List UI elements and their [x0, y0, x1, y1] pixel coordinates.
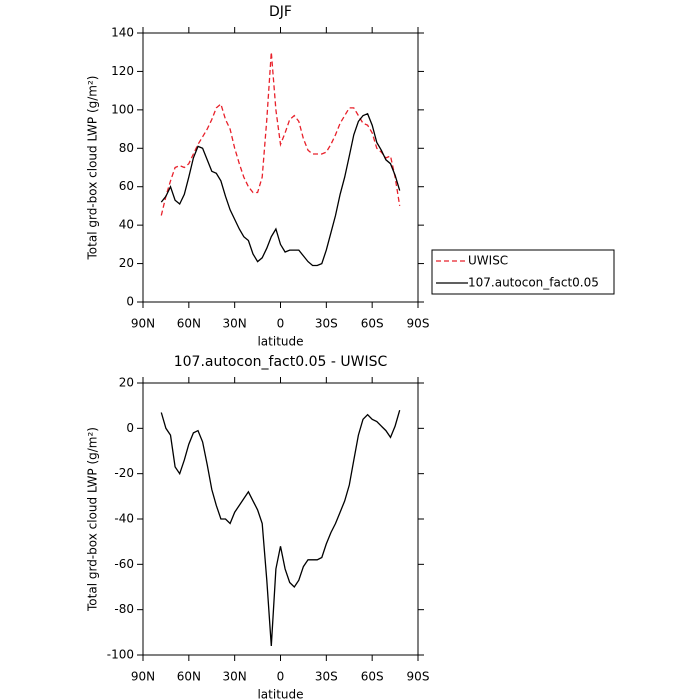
x-tick-label: 90S: [407, 317, 430, 331]
x-tick-label: 30N: [223, 317, 247, 331]
data-line: [160, 112, 401, 267]
x-tick-label: 0: [277, 317, 285, 331]
chart-title: DJF: [269, 4, 292, 20]
x-tick-label: 60S: [361, 317, 384, 331]
y-tick-label: 120: [111, 64, 134, 78]
y-tick-label: -20: [114, 466, 134, 480]
legend-label: 107.autocon_fact0.05: [468, 276, 599, 290]
y-tick-label: 20: [119, 256, 134, 270]
x-axis-label: latitude: [257, 688, 303, 700]
x-tick-label: 90S: [407, 670, 430, 684]
y-tick-label: -40: [114, 512, 134, 526]
x-axis-label: latitude: [257, 335, 303, 349]
x-tick-label: 90N: [131, 317, 155, 331]
y-tick-label: 60: [119, 179, 134, 193]
chart-title: 107.autocon_fact0.05 - UWISC: [174, 354, 388, 370]
legend-label: UWISC: [468, 254, 508, 268]
y-tick-label: -100: [107, 648, 134, 662]
plot-frame: [142, 32, 419, 303]
y-tick-label: -60: [114, 557, 134, 571]
x-tick-label: 0: [277, 670, 285, 684]
y-tick-label: 140: [111, 26, 134, 40]
x-tick-label: 30S: [315, 670, 338, 684]
y-tick-label: 80: [119, 141, 134, 155]
x-tick-label: 60N: [177, 670, 201, 684]
y-tick-label: 100: [111, 102, 134, 116]
data-line: [160, 52, 401, 216]
y-axis-label: Total grd-box cloud LWP (g/m²): [86, 427, 100, 612]
y-tick-label: 20: [119, 376, 134, 390]
x-tick-label: 30N: [223, 670, 247, 684]
y-tick-label: 40: [119, 218, 134, 232]
x-tick-label: 60S: [361, 670, 384, 684]
plot-frame: [142, 382, 419, 656]
x-tick-label: 90N: [131, 670, 155, 684]
y-tick-label: -80: [114, 602, 134, 616]
y-tick-label: 0: [126, 295, 134, 309]
data-line: [160, 410, 401, 646]
x-tick-label: 60N: [177, 317, 201, 331]
y-tick-label: 0: [126, 421, 134, 435]
legend-frame: [431, 249, 615, 295]
y-axis-label: Total grd-box cloud LWP (g/m²): [86, 76, 100, 261]
x-tick-label: 30S: [315, 317, 338, 331]
